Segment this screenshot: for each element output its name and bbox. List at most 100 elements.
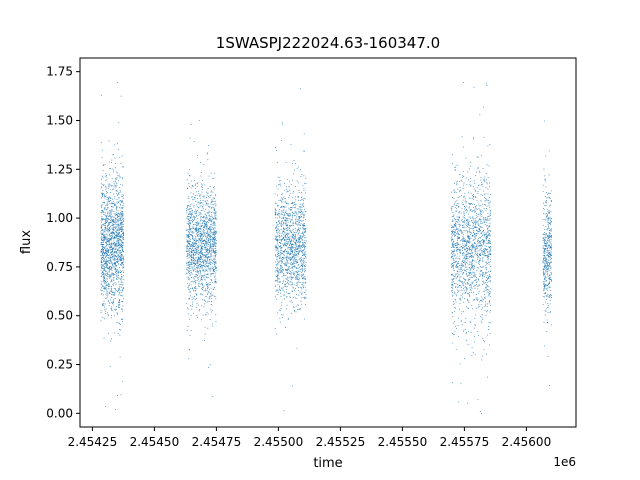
- data-point: [201, 305, 203, 307]
- data-point: [485, 248, 487, 250]
- data-point: [197, 261, 198, 263]
- data-point: [188, 261, 190, 263]
- data-point: [472, 225, 474, 227]
- data-point: [205, 216, 207, 218]
- data-point: [305, 228, 306, 230]
- data-point: [210, 227, 212, 229]
- data-point: [205, 243, 207, 244]
- data-point: [107, 256, 109, 258]
- data-point: [303, 228, 305, 229]
- data-point: [101, 224, 102, 226]
- data-point: [300, 224, 302, 226]
- data-point: [116, 198, 118, 200]
- data-point: [116, 278, 117, 280]
- data-point: [186, 239, 188, 241]
- data-point: [453, 275, 454, 277]
- data-point: [114, 222, 116, 224]
- data-point: [276, 222, 278, 224]
- data-point: [119, 243, 120, 245]
- data-point: [305, 266, 306, 267]
- data-point: [114, 234, 116, 236]
- data-point: [299, 88, 301, 90]
- data-point: [103, 277, 105, 279]
- data-point: [486, 257, 488, 259]
- data-point: [276, 268, 278, 270]
- data-point: [188, 213, 190, 215]
- data-point: [298, 236, 300, 238]
- data-point: [475, 235, 477, 237]
- data-point: [192, 212, 193, 214]
- data-point: [211, 243, 213, 245]
- data-point: [107, 230, 109, 232]
- data-point: [454, 273, 456, 275]
- data-point: [113, 182, 115, 184]
- data-point: [117, 256, 119, 258]
- data-point: [488, 276, 490, 278]
- data-point: [122, 211, 124, 212]
- data-point: [114, 204, 116, 206]
- data-point: [191, 266, 193, 267]
- data-point: [203, 234, 205, 236]
- data-point: [277, 274, 279, 276]
- data-point: [103, 236, 105, 238]
- data-point: [208, 234, 210, 236]
- data-point: [212, 240, 214, 242]
- data-point: [112, 256, 114, 257]
- data-point: [292, 266, 294, 268]
- data-point: [214, 243, 216, 245]
- data-point: [200, 217, 202, 219]
- data-point: [464, 220, 465, 222]
- data-point: [120, 218, 122, 220]
- data-point: [304, 228, 306, 230]
- data-point: [107, 312, 108, 314]
- data-point: [303, 246, 305, 247]
- data-point: [283, 275, 285, 276]
- data-point: [194, 211, 196, 212]
- data-point: [112, 263, 114, 265]
- data-point: [119, 200, 121, 201]
- data-point: [103, 279, 105, 280]
- data-point: [209, 205, 211, 207]
- data-point: [293, 238, 295, 240]
- data-point: [106, 290, 108, 292]
- data-point: [187, 205, 188, 207]
- data-point: [122, 178, 123, 180]
- data-point: [191, 203, 193, 205]
- data-point: [189, 274, 191, 276]
- data-point: [485, 266, 487, 268]
- data-point: [477, 331, 479, 332]
- data-point: [116, 207, 118, 209]
- data-point: [196, 210, 197, 212]
- data-point: [205, 204, 207, 206]
- data-point: [189, 229, 191, 230]
- data-point: [292, 197, 294, 199]
- data-point: [205, 283, 207, 285]
- data-point: [289, 296, 291, 298]
- data-point: [112, 264, 113, 265]
- data-point: [110, 246, 112, 248]
- data-point: [288, 180, 290, 182]
- data-point: [112, 265, 114, 267]
- data-point: [470, 289, 471, 291]
- data-point: [285, 263, 287, 264]
- data-point: [101, 249, 103, 251]
- data-point: [108, 269, 110, 270]
- data-point: [488, 242, 490, 244]
- data-point: [481, 300, 483, 302]
- data-point: [302, 252, 304, 254]
- data-point: [101, 248, 103, 250]
- data-point: [113, 218, 115, 220]
- data-point: [287, 269, 289, 270]
- data-point: [119, 234, 121, 236]
- data-point: [281, 253, 282, 255]
- data-point: [213, 177, 215, 179]
- data-point: [210, 258, 212, 260]
- data-point: [187, 270, 189, 272]
- data-point: [193, 258, 195, 260]
- data-point: [205, 314, 207, 316]
- data-point: [470, 228, 472, 230]
- data-point: [210, 296, 212, 297]
- data-point: [207, 152, 208, 154]
- data-point: [100, 219, 102, 221]
- data-point: [189, 220, 191, 222]
